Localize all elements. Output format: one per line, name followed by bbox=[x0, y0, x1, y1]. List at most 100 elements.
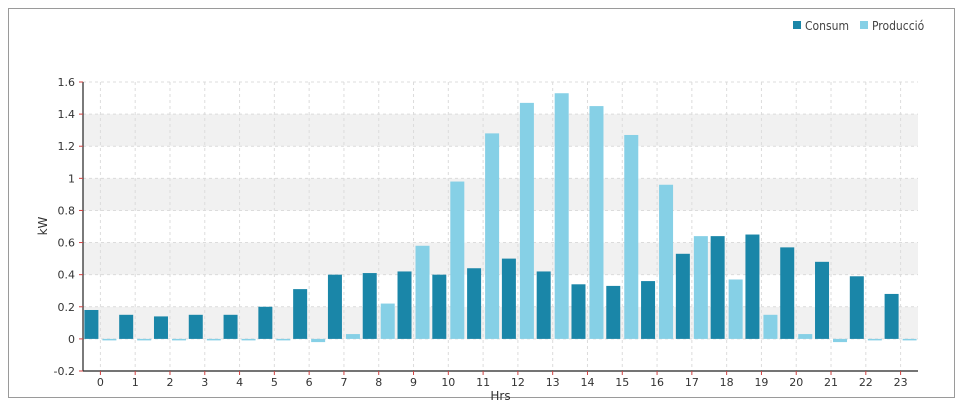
bar-producci-19[interactable] bbox=[763, 314, 778, 339]
bar-producci-4[interactable] bbox=[241, 338, 256, 341]
bar-consum-5[interactable] bbox=[258, 306, 273, 339]
bar-consum-18[interactable] bbox=[710, 236, 725, 339]
bar-producci-3[interactable] bbox=[206, 338, 221, 341]
bar-consum-3[interactable] bbox=[188, 314, 203, 339]
bar-consum-21[interactable] bbox=[815, 261, 830, 339]
plot-band bbox=[83, 146, 918, 179]
plot-bands bbox=[83, 82, 918, 371]
x-tick-label: 13 bbox=[546, 376, 560, 389]
bar-consum-6[interactable] bbox=[293, 289, 308, 339]
bar-producci-13[interactable] bbox=[554, 93, 569, 339]
bar-producci-12[interactable] bbox=[519, 102, 534, 339]
x-tick-label: 1 bbox=[132, 376, 139, 389]
x-tick-label: 14 bbox=[580, 376, 594, 389]
bar-producci-9[interactable] bbox=[415, 245, 430, 339]
x-tick-label: 22 bbox=[859, 376, 873, 389]
plot-band bbox=[83, 306, 918, 339]
axes bbox=[79, 81, 918, 375]
y-tick-label: 0.2 bbox=[58, 301, 76, 314]
y-tick-label: 1.4 bbox=[58, 108, 76, 121]
x-tick-labels: 0 1 2 3 4 5 6 7 8 9 10 11 12 13 14 15 16 17 18 19 20 21 22 23 bbox=[97, 376, 908, 389]
bar-producci-21[interactable] bbox=[833, 338, 848, 343]
legend-swatch-producci bbox=[860, 21, 868, 29]
y-axis-title: kW bbox=[36, 216, 50, 235]
legend-label-producci: Producció bbox=[872, 19, 925, 33]
x-tick-label: 20 bbox=[789, 376, 803, 389]
y-tick-label: -0.2 bbox=[54, 365, 75, 378]
bar-consum-8[interactable] bbox=[362, 273, 377, 339]
bar-producci-23[interactable] bbox=[902, 338, 917, 341]
bar-consum-14[interactable] bbox=[571, 284, 586, 339]
bar-consum-12[interactable] bbox=[501, 258, 516, 339]
bar-producci-6[interactable] bbox=[311, 338, 326, 343]
y-tick-label: 1 bbox=[68, 172, 75, 185]
plot-band bbox=[83, 178, 918, 211]
bar-consum-16[interactable] bbox=[641, 281, 656, 339]
x-tick-label: 19 bbox=[754, 376, 768, 389]
bar-producci-18[interactable] bbox=[728, 279, 743, 339]
x-tick-label: 16 bbox=[650, 376, 664, 389]
bar-consum-20[interactable] bbox=[780, 247, 795, 339]
plot-band bbox=[83, 82, 918, 115]
bar-producci-10[interactable] bbox=[450, 181, 465, 339]
x-tick-label: 3 bbox=[201, 376, 208, 389]
bar-producci-2[interactable] bbox=[171, 338, 186, 341]
x-tick-label: 6 bbox=[306, 376, 313, 389]
y-tick-label: 0 bbox=[68, 333, 75, 346]
bar-consum-17[interactable] bbox=[675, 253, 690, 339]
bar-consum-2[interactable] bbox=[153, 316, 168, 339]
x-tick-label: 18 bbox=[720, 376, 734, 389]
bar-consum-15[interactable] bbox=[606, 285, 621, 339]
bar-producci-5[interactable] bbox=[276, 338, 291, 341]
y-tick-label: 0.8 bbox=[58, 204, 76, 217]
x-tick-label: 5 bbox=[271, 376, 278, 389]
legend-label-consum: Consum bbox=[805, 19, 849, 33]
x-axis-title: Hrs bbox=[490, 389, 510, 403]
x-tick-label: 11 bbox=[476, 376, 490, 389]
plot-band bbox=[83, 114, 918, 147]
y-tick-label: 1.6 bbox=[58, 76, 76, 89]
bar-producci-1[interactable] bbox=[137, 338, 152, 341]
plot-band bbox=[83, 210, 918, 243]
bar-producci-20[interactable] bbox=[798, 334, 813, 339]
bar-producci-14[interactable] bbox=[589, 106, 604, 339]
plot-band bbox=[83, 242, 918, 275]
y-tick-labels: -0.2 0 0.2 0.4 0.6 0.8 1 1.2 1.4 1.6 bbox=[54, 76, 75, 378]
grid-lines bbox=[83, 81, 918, 372]
bar-consum-11[interactable] bbox=[467, 268, 482, 339]
bar-consum-19[interactable] bbox=[745, 234, 760, 339]
x-tick-label: 23 bbox=[894, 376, 908, 389]
x-tick-label: 9 bbox=[410, 376, 417, 389]
bar-consum-9[interactable] bbox=[397, 271, 412, 339]
y-tick-label: 1.2 bbox=[58, 140, 76, 153]
x-tick-label: 0 bbox=[97, 376, 104, 389]
legend-swatch-consum bbox=[793, 21, 801, 29]
bar-producci-11[interactable] bbox=[485, 133, 500, 339]
x-tick-label: 4 bbox=[236, 376, 243, 389]
bar-consum-0[interactable] bbox=[84, 309, 99, 339]
bar-consum-10[interactable] bbox=[432, 274, 447, 339]
bar-consum-13[interactable] bbox=[536, 271, 551, 339]
y-tick-label: 0.4 bbox=[58, 269, 76, 282]
bar-producci-16[interactable] bbox=[659, 184, 674, 339]
bar-producci-8[interactable] bbox=[380, 303, 395, 339]
bar-producci-0[interactable] bbox=[102, 338, 117, 341]
bar-producci-15[interactable] bbox=[624, 134, 639, 339]
x-tick-label: 7 bbox=[340, 376, 347, 389]
bar-consum-23[interactable] bbox=[884, 293, 899, 339]
y-tick-label: 0.6 bbox=[58, 237, 76, 250]
bar-consum-22[interactable] bbox=[849, 276, 864, 339]
bar-consum-7[interactable] bbox=[327, 274, 342, 339]
bars bbox=[84, 93, 917, 343]
bar-producci-22[interactable] bbox=[867, 338, 882, 341]
bar-producci-17[interactable] bbox=[693, 236, 708, 339]
x-tick-label: 10 bbox=[441, 376, 455, 389]
plot-band bbox=[83, 274, 918, 307]
x-tick-label: 12 bbox=[511, 376, 525, 389]
bar-producci-7[interactable] bbox=[345, 334, 360, 339]
bar-consum-1[interactable] bbox=[119, 314, 134, 339]
x-tick-label: 21 bbox=[824, 376, 838, 389]
legend: Consum Producció bbox=[793, 19, 925, 33]
bar-consum-4[interactable] bbox=[223, 314, 238, 339]
